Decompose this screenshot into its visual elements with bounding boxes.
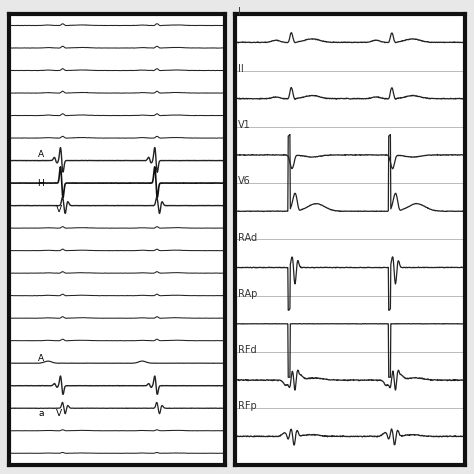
Text: A: A	[37, 355, 44, 364]
Text: II: II	[238, 64, 244, 74]
Text: H: H	[37, 179, 44, 188]
Text: A: A	[37, 150, 44, 159]
Text: I: I	[238, 8, 241, 18]
Text: B: B	[251, 12, 266, 31]
Text: RFp: RFp	[238, 401, 257, 411]
Text: RFd: RFd	[238, 345, 256, 355]
Text: a: a	[38, 410, 44, 419]
Text: V: V	[56, 205, 63, 214]
Text: V6: V6	[238, 176, 251, 186]
Text: RAd: RAd	[238, 233, 257, 243]
Text: RAp: RAp	[238, 289, 257, 299]
Text: V: V	[56, 410, 63, 419]
Text: V1: V1	[238, 120, 251, 130]
